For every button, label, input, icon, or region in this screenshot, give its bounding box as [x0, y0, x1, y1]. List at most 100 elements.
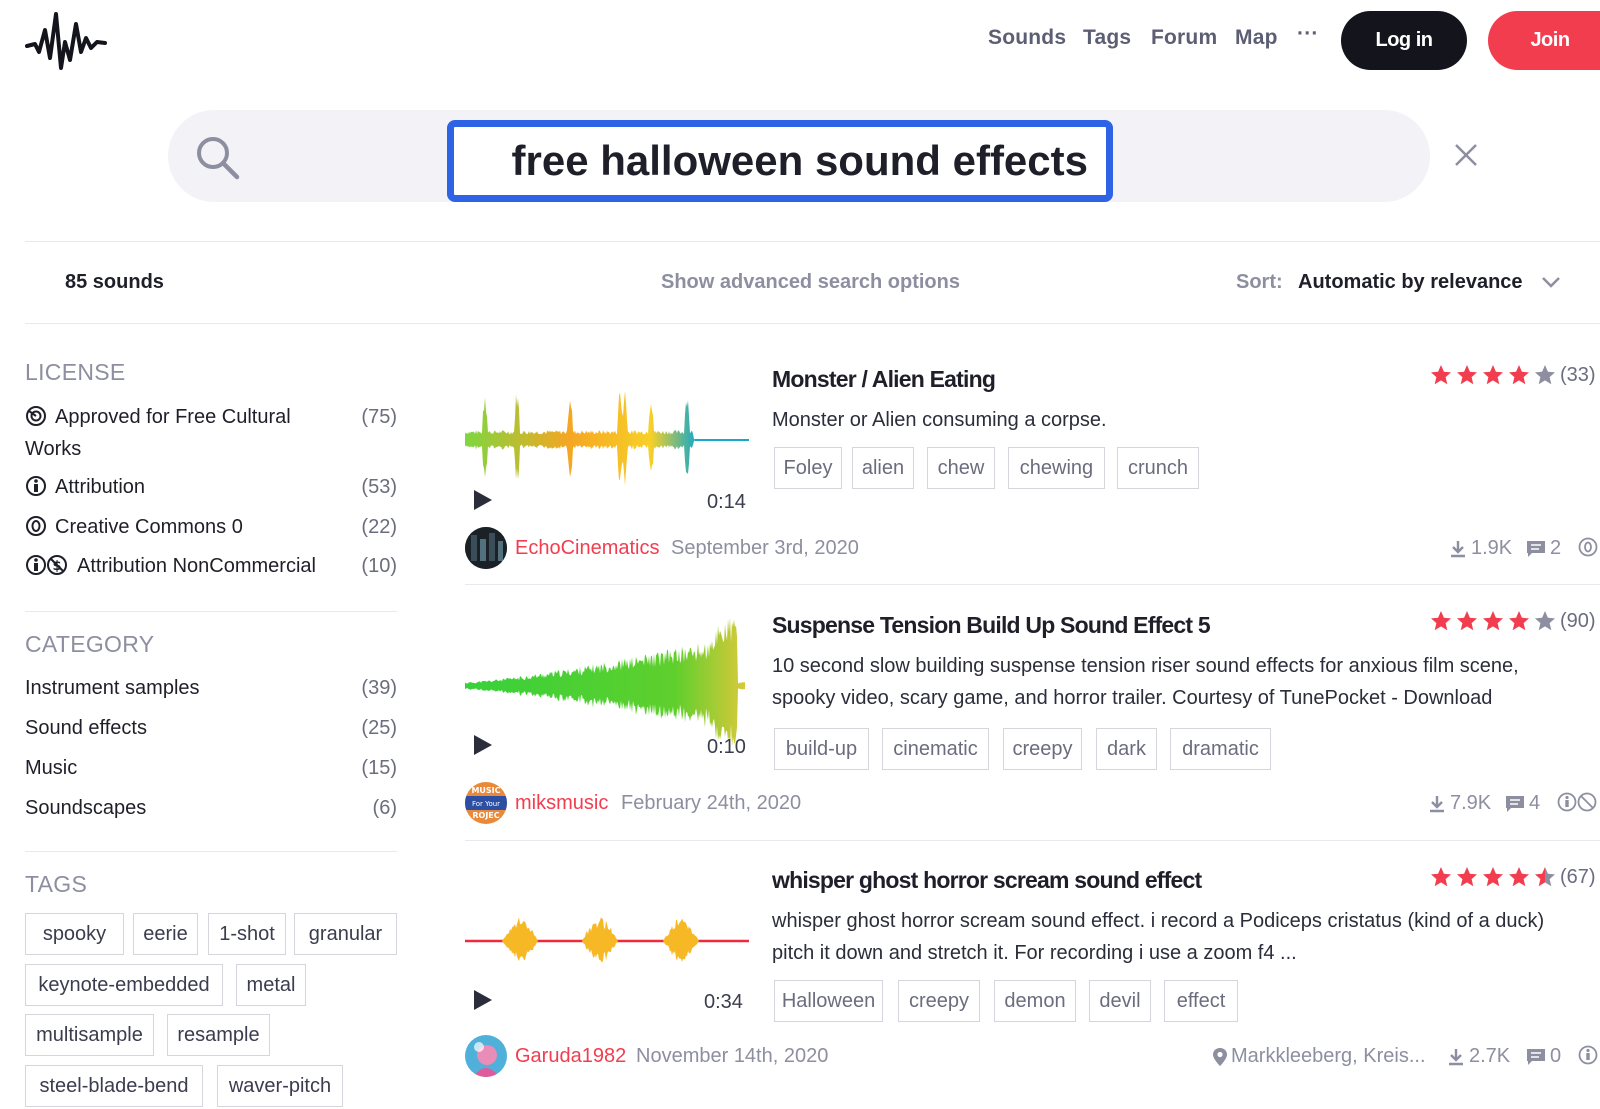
star-filled-icon[interactable] — [1430, 610, 1452, 632]
rating-stars[interactable] — [1430, 364, 1556, 386]
tag-chip[interactable]: build-up — [774, 728, 869, 770]
star-half-icon[interactable] — [1534, 866, 1556, 888]
avatar[interactable]: MUSIC For Your ROJEC — [465, 782, 507, 824]
star-filled-icon[interactable] — [1482, 610, 1504, 632]
play-icon[interactable] — [472, 488, 494, 512]
star-filled-icon[interactable] — [1430, 866, 1452, 888]
tag-chip[interactable]: dramatic — [1170, 728, 1271, 770]
divider — [25, 851, 397, 852]
username-link[interactable]: miksmusic — [515, 792, 609, 814]
facet-category-music[interactable]: Music (15) — [25, 752, 397, 784]
tag-chip[interactable]: spooky — [25, 913, 124, 955]
attribution-noncommercial-icon: $ — [26, 555, 67, 575]
facet-label: Creative Commons 0 — [55, 516, 243, 538]
facet-label: Attribution — [55, 476, 146, 498]
sort-select[interactable]: Automatic by relevance — [1298, 271, 1523, 293]
tag-chip[interactable]: granular — [294, 913, 397, 955]
sound-title[interactable]: Suspense Tension Build Up Sound Effect 5 — [772, 612, 1211, 638]
facet-label: Soundscapes — [25, 797, 147, 819]
facet-license-attribution-nc[interactable]: $ Attribution NonCommercial (10) — [25, 550, 397, 582]
facet-category-soundscapes[interactable]: Soundscapes (6) — [25, 792, 397, 824]
facet-license-cc0[interactable]: Creative Commons 0 (22) — [25, 511, 397, 543]
freesound-logo[interactable] — [25, 8, 107, 74]
star-filled-icon[interactable] — [1456, 866, 1478, 888]
sound-title[interactable]: whisper ghost horror scream sound effect — [772, 867, 1202, 893]
nav-map[interactable]: Map — [1235, 26, 1278, 49]
nav-sounds[interactable]: Sounds — [988, 26, 1067, 49]
tag-chip[interactable]: alien — [852, 447, 914, 489]
facet-label-cont: Works — [25, 438, 82, 460]
tag-chip[interactable]: cinematic — [882, 728, 989, 770]
tag-chip[interactable]: creepy — [898, 980, 980, 1022]
star-empty-icon[interactable] — [1534, 610, 1556, 632]
cc0-icon — [26, 516, 46, 536]
tag-chip[interactable]: resample — [167, 1014, 270, 1056]
play-icon[interactable] — [472, 733, 494, 757]
nav-forum[interactable]: Forum — [1151, 26, 1218, 49]
tag-chip[interactable]: chew — [927, 447, 995, 489]
tag-chip[interactable]: devil — [1089, 980, 1151, 1022]
waveform[interactable] — [465, 365, 749, 515]
chevron-down-icon[interactable] — [1540, 274, 1562, 290]
star-filled-icon[interactable] — [1508, 364, 1530, 386]
username-link[interactable]: Garuda1982 — [515, 1045, 627, 1067]
sound-title[interactable]: Monster / Alien Eating — [772, 366, 996, 392]
search-input[interactable] — [447, 120, 1113, 202]
download-count-value: 2.7K — [1469, 1045, 1511, 1067]
divider — [25, 323, 1600, 324]
facet-category-sound-effects[interactable]: Sound effects (25) — [25, 712, 397, 744]
divider — [465, 584, 1600, 585]
facet-license-free-culture[interactable]: Approved for Free Cultural Works (75) — [25, 401, 397, 465]
join-button[interactable]: Join — [1488, 11, 1600, 70]
facet-license-attribution[interactable]: Attribution (53) — [25, 471, 397, 503]
tag-chip[interactable]: multisample — [25, 1014, 154, 1056]
tag-chip[interactable]: keynote-embedded — [25, 964, 223, 1006]
login-button[interactable]: Log in — [1341, 11, 1467, 70]
tag-chip[interactable]: metal — [236, 964, 306, 1006]
tag-chip[interactable]: creepy — [1003, 728, 1082, 770]
star-filled-icon[interactable] — [1482, 866, 1504, 888]
description-line: spooky video, scary game, and horror tra… — [772, 687, 1493, 709]
rating-stars[interactable] — [1430, 610, 1556, 632]
tag-chip[interactable]: Halloween — [774, 980, 883, 1022]
description-line: 10 second slow building suspense tension… — [772, 655, 1519, 677]
tag-chip[interactable]: 1-shot — [208, 913, 286, 955]
tag-chip[interactable]: Foley — [774, 447, 842, 489]
advanced-search-toggle[interactable]: Show advanced search options — [661, 271, 960, 293]
tag-chip[interactable]: steel-blade-bend — [25, 1065, 203, 1107]
star-filled-icon[interactable] — [1456, 364, 1478, 386]
tag-chip[interactable]: eerie — [133, 913, 198, 955]
rating-stars[interactable] — [1430, 866, 1556, 888]
nav-more-icon[interactable]: ··· — [1297, 22, 1319, 45]
waveform[interactable] — [465, 866, 749, 1016]
star-filled-icon[interactable] — [1430, 364, 1452, 386]
star-filled-icon[interactable] — [1508, 866, 1530, 888]
avatar[interactable] — [465, 527, 507, 569]
comment-count[interactable]: 2 — [1525, 537, 1561, 560]
username-link[interactable]: EchoCinematics — [515, 537, 660, 559]
star-empty-icon[interactable] — [1534, 364, 1556, 386]
nav-tags[interactable]: Tags — [1083, 26, 1132, 49]
comment-count[interactable]: 0 — [1525, 1045, 1561, 1068]
tag-chip[interactable]: chewing — [1008, 447, 1105, 489]
tag-chip[interactable]: waver-pitch — [217, 1065, 343, 1107]
waveform[interactable] — [465, 611, 749, 761]
clear-search-icon[interactable] — [1452, 141, 1480, 169]
tag-chip[interactable]: crunch — [1117, 447, 1199, 489]
tag-chip[interactable]: effect — [1164, 980, 1238, 1022]
comment-count[interactable]: 4 — [1504, 792, 1540, 815]
facet-label: Attribution NonCommercial — [77, 555, 316, 577]
facet-category-instrument-samples[interactable]: Instrument samples (39) — [25, 672, 397, 704]
star-filled-icon[interactable] — [1482, 364, 1504, 386]
description-line: pitch it down and stretch it. For record… — [772, 942, 1297, 964]
divider — [465, 840, 1600, 841]
avatar[interactable] — [465, 1035, 507, 1077]
tag-chip[interactable]: demon — [994, 980, 1076, 1022]
star-filled-icon[interactable] — [1456, 610, 1478, 632]
tags-title: TAGS — [25, 871, 88, 897]
star-filled-icon[interactable] — [1508, 610, 1530, 632]
tag-chip[interactable]: dark — [1096, 728, 1157, 770]
rating-count: (33) — [1560, 364, 1596, 386]
play-icon[interactable] — [472, 988, 494, 1012]
download-count-value: 1.9K — [1471, 537, 1513, 559]
